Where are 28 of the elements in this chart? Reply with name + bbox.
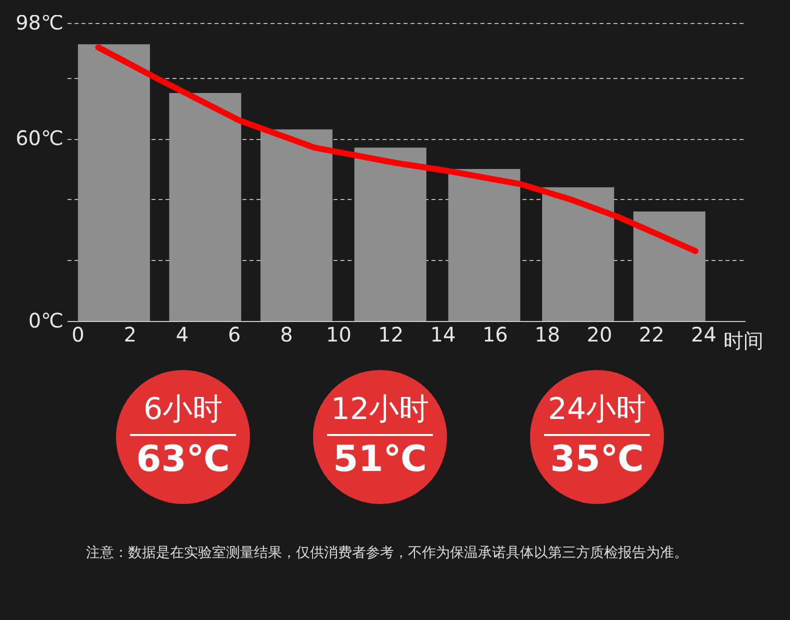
x-tick-label: 14 — [430, 322, 456, 346]
y-tick-label: 98℃ — [16, 10, 64, 34]
badge-circle: 6小时 63℃ — [116, 370, 250, 504]
y-tick-label: 60℃ — [16, 126, 64, 150]
bar — [354, 148, 426, 321]
bar — [260, 129, 332, 321]
x-tick-label: 6 — [228, 322, 241, 346]
x-tick-label: 22 — [638, 322, 664, 346]
x-tick-label: 4 — [176, 322, 189, 346]
x-tick-label: 18 — [534, 322, 560, 346]
x-tick-label: 12 — [378, 322, 404, 346]
x-tick-label: 10 — [326, 322, 352, 346]
bar — [633, 212, 706, 321]
x-tick-label: 8 — [280, 322, 293, 346]
x-tick-label: 2 — [124, 322, 136, 346]
x-axis-title: 时间 — [724, 328, 764, 352]
x-tick-label: 0 — [72, 322, 84, 346]
badge-circle: 12小时 51℃ — [313, 370, 447, 504]
x-tick-label: 24 — [691, 322, 717, 346]
bar — [542, 187, 614, 321]
badge-circle: 24小时 35℃ — [530, 370, 664, 504]
x-tick-label: 20 — [586, 322, 612, 346]
y-tick-label: 0℃ — [28, 308, 64, 332]
bar — [448, 168, 520, 321]
x-tick-label: 16 — [482, 322, 508, 346]
text: 注意：数据是在实验室测量结果，仅供消费者参考，不作为保温承诺具体以第三方质检报告为准。 — [86, 544, 689, 563]
bar — [169, 92, 242, 321]
bar — [78, 44, 150, 321]
